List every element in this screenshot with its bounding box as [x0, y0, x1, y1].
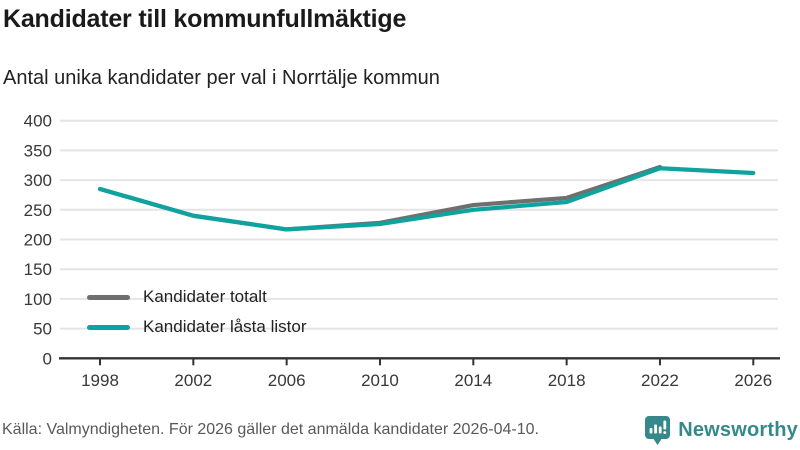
svg-text:100: 100: [24, 290, 52, 309]
chart-legend: Kandidater totalt Kandidater låsta listo…: [87, 282, 306, 342]
source-note: Källa: Valmyndigheten. För 2026 gäller d…: [2, 421, 539, 438]
legend-swatch-lasta-listor-icon: [87, 324, 130, 330]
svg-text:2014: 2014: [454, 371, 492, 390]
svg-text:250: 250: [24, 201, 52, 220]
newsworthy-logo: Newsworthy: [645, 416, 798, 445]
svg-text:200: 200: [24, 231, 52, 250]
svg-text:2026: 2026: [734, 371, 772, 390]
svg-text:2022: 2022: [641, 371, 679, 390]
svg-text:400: 400: [24, 112, 52, 131]
svg-text:50: 50: [33, 320, 52, 339]
legend-label-totalt: Kandidater totalt: [143, 287, 267, 306]
page-title: Kandidater till kommunfullmäktige: [3, 5, 407, 33]
chart-footer: Källa: Valmyndigheten. För 2026 gäller d…: [0, 412, 800, 450]
svg-text:0: 0: [43, 349, 52, 368]
chart-subtitle: Antal unika kandidater per val i Norrtäl…: [3, 67, 440, 89]
svg-text:300: 300: [24, 171, 52, 190]
legend-swatch-totalt-icon: [87, 294, 130, 300]
newsworthy-bubble-chart-icon: [645, 416, 671, 445]
svg-text:2002: 2002: [174, 371, 212, 390]
svg-text:1998: 1998: [81, 371, 119, 390]
svg-text:2010: 2010: [361, 371, 399, 390]
legend-item-lasta-listor: Kandidater låsta listor: [87, 312, 306, 342]
svg-text:350: 350: [24, 141, 52, 160]
newsworthy-wordmark: Newsworthy: [678, 419, 798, 441]
legend-item-totalt: Kandidater totalt: [87, 282, 306, 312]
svg-text:2018: 2018: [548, 371, 586, 390]
svg-text:2006: 2006: [268, 371, 306, 390]
svg-text:150: 150: [24, 260, 52, 279]
legend-label-lasta-listor: Kandidater låsta listor: [143, 317, 307, 336]
